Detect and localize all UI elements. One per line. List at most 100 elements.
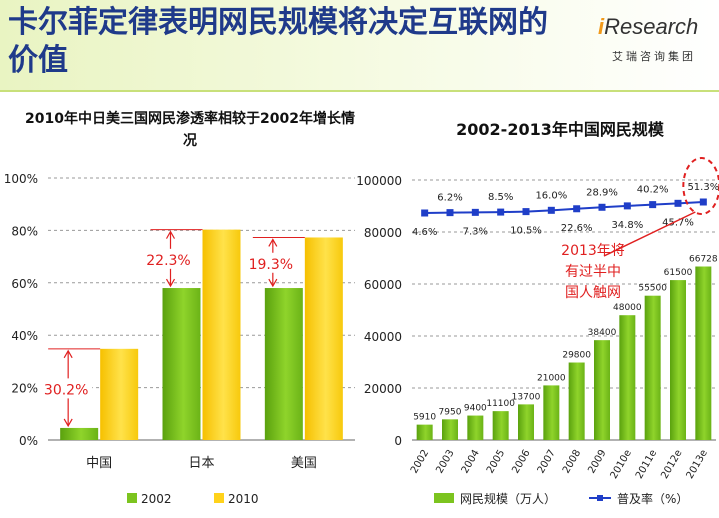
right-bar-netizens <box>695 266 712 440</box>
header-banner: 卡尔菲定律表明网民规模将决定互联网的价值 iResearch 艾瑞咨询集团 <box>0 0 719 92</box>
page-title: 卡尔菲定律表明网民规模将决定互联网的价值 <box>8 5 548 78</box>
right-bar-netizens <box>644 295 661 440</box>
left-y-tick-label: 80% <box>11 224 38 238</box>
right-bar-value-label: 55500 <box>638 284 667 294</box>
right-penetration-marker <box>699 198 707 206</box>
right-penetration-label: 28.9% <box>586 187 618 198</box>
left-chart-title: 2010年中日美三国网民渗透率相较于2002年增长情况 <box>25 111 355 149</box>
right-legend-swatch-marker <box>597 495 603 501</box>
right-penetration-line <box>424 201 704 214</box>
right-penetration-label: 34.8% <box>611 220 643 231</box>
right-penetration-marker <box>497 208 505 216</box>
right-y-tick-label: 100000 <box>356 174 402 188</box>
right-penetration-label: 4.6% <box>412 227 437 238</box>
iresearch-logo: iResearch <box>598 14 698 40</box>
left-growth-arrowhead-top <box>268 238 278 247</box>
left-bar-2010 <box>304 237 343 440</box>
right-penetration-marker <box>471 208 479 216</box>
right-y-tick-label: 60000 <box>364 278 402 292</box>
left-growth-arrowhead-bottom <box>268 278 278 288</box>
logo-subtitle: 艾瑞咨询集团 <box>612 50 696 63</box>
left-growth-arrowhead-top <box>165 230 176 239</box>
right-chart-title: 2002-2013年中国网民规模 <box>456 120 664 139</box>
right-callout-text-line: 2013年将 <box>561 243 625 259</box>
left-bar-2002 <box>162 288 201 440</box>
right-x-tick-label: 2012e <box>659 448 684 481</box>
right-bar-value-label: 38400 <box>588 328 617 338</box>
left-growth-arrowhead-bottom <box>165 278 176 288</box>
right-penetration-label: 7.3% <box>463 226 488 237</box>
right-bar-value-label: 29800 <box>562 351 591 361</box>
right-bar-netizens <box>594 340 610 440</box>
left-x-tick-label: 中国 <box>86 456 112 471</box>
left-legend-swatch-2002 <box>127 493 137 503</box>
right-x-tick-label: 2011e <box>634 448 659 481</box>
right-penetration-marker <box>547 206 555 214</box>
right-bar-netizens <box>619 315 636 440</box>
left-growth-label: 19.3% <box>249 257 293 273</box>
right-x-tick-label: 2004 <box>460 448 482 476</box>
right-bar-value-label: 21000 <box>537 373 566 383</box>
right-penetration-marker <box>573 205 581 213</box>
left-bar-2010 <box>202 229 241 440</box>
right-penetration-marker <box>446 209 454 217</box>
right-legend-label-line: 普及率（%） <box>617 491 688 506</box>
right-bar-value-label: 5910 <box>413 413 436 423</box>
right-y-tick-label: 0 <box>394 434 402 448</box>
left-x-tick-label: 日本 <box>188 456 214 471</box>
left-y-tick-label: 0% <box>19 434 38 448</box>
right-penetration-label: 8.5% <box>488 192 513 203</box>
left-growth-label: 30.2% <box>44 382 88 398</box>
right-y-tick-label: 80000 <box>364 226 402 240</box>
left-bar-2002 <box>60 427 99 440</box>
right-x-tick-label: 2003 <box>434 448 456 476</box>
right-x-tick-label: 2007 <box>536 448 558 476</box>
right-penetration-label: 10.5% <box>510 226 542 237</box>
right-legend-swatch-bars <box>434 493 454 503</box>
right-x-tick-label: 2002 <box>409 448 431 476</box>
left-bar-2002 <box>264 288 303 440</box>
right-callout-text-line: 国人触网 <box>565 285 621 301</box>
right-penetration-marker <box>421 209 429 217</box>
right-penetration-label: 6.2% <box>437 193 462 204</box>
left-growth-label-bg <box>144 248 195 269</box>
logo-brand-i: i <box>598 14 605 39</box>
right-legend-label-bars: 网民规模（万人） <box>460 491 556 506</box>
right-bar-netizens <box>518 404 534 440</box>
right-bar-value-label: 9400 <box>464 404 487 414</box>
right-penetration-label: 51.3% <box>687 182 719 193</box>
left-legend-label-2002: 2002 <box>141 492 172 506</box>
right-highlight-circle <box>682 157 719 215</box>
right-bar-value-label: 13700 <box>512 392 541 402</box>
right-penetration-label: 45.7% <box>662 217 694 228</box>
right-penetration-label: 40.2% <box>637 185 669 196</box>
right-penetration-marker <box>674 199 682 207</box>
right-bar-netizens <box>492 411 509 440</box>
right-callout-pointer <box>603 211 696 257</box>
left-legend-swatch-2010 <box>214 493 224 503</box>
right-x-tick-label: 2008 <box>561 448 583 476</box>
right-penetration-marker <box>649 201 657 209</box>
right-bar-netizens <box>543 385 560 440</box>
left-growth-label-bg <box>42 378 93 399</box>
left-y-tick-label: 20% <box>11 382 38 396</box>
left-y-tick-label: 100% <box>4 172 38 186</box>
right-x-tick-label: 2005 <box>485 448 507 476</box>
right-penetration-label: 22.6% <box>561 223 593 234</box>
right-y-tick-label: 40000 <box>364 330 402 344</box>
right-x-tick-label: 2006 <box>510 448 532 476</box>
right-penetration-marker <box>598 203 606 211</box>
right-bar-value-label: 48000 <box>613 303 642 313</box>
left-bar-2010 <box>100 348 139 440</box>
right-y-tick-label: 20000 <box>364 382 402 396</box>
left-growth-arrowhead-top <box>63 349 73 359</box>
right-x-tick-label: 2010e <box>609 448 634 481</box>
right-bar-value-label: 66728 <box>689 255 718 265</box>
right-penetration-marker <box>522 208 530 216</box>
right-bar-value-label: 11100 <box>486 399 515 409</box>
right-x-tick-label: 2013e <box>685 448 710 481</box>
logo-brand-rest: Research <box>604 14 699 39</box>
right-x-tick-label: 2009 <box>586 448 608 476</box>
right-bar-value-label: 7950 <box>439 407 462 417</box>
